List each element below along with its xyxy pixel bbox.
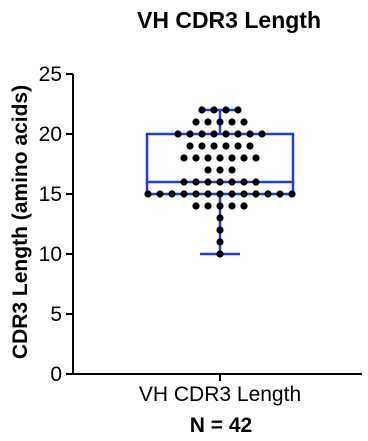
- data-point: [180, 178, 188, 186]
- data-point: [192, 202, 200, 210]
- data-point: [204, 166, 212, 174]
- data-point: [174, 130, 182, 138]
- axes: [72, 74, 362, 381]
- data-point: [180, 154, 188, 162]
- data-point: [192, 154, 200, 162]
- data-point: [222, 106, 230, 114]
- data-point: [210, 130, 218, 138]
- data-point: [252, 190, 260, 198]
- data-point: [240, 154, 248, 162]
- data-point: [216, 178, 224, 186]
- y-tick-label: 0: [50, 363, 62, 386]
- data-point: [198, 142, 206, 150]
- data-point: [192, 178, 200, 186]
- data-point: [198, 106, 206, 114]
- data-points: [144, 106, 296, 258]
- data-point: [228, 190, 236, 198]
- data-point: [240, 178, 248, 186]
- data-point: [258, 130, 266, 138]
- data-point: [204, 202, 212, 210]
- data-point: [210, 142, 218, 150]
- data-point: [228, 166, 236, 174]
- data-point: [204, 178, 212, 186]
- data-point: [198, 130, 206, 138]
- data-point: [264, 190, 272, 198]
- data-point: [252, 178, 260, 186]
- sample-size-label: N = 42: [190, 414, 252, 437]
- data-point: [222, 130, 230, 138]
- data-point: [216, 226, 224, 234]
- data-point: [276, 190, 284, 198]
- y-axis-label: CDR3 Length (amino acids): [9, 85, 32, 359]
- data-point: [228, 202, 236, 210]
- data-point: [288, 190, 296, 198]
- data-point: [234, 142, 242, 150]
- data-point: [228, 154, 236, 162]
- data-point: [168, 190, 176, 198]
- y-tick-label: 15: [39, 183, 62, 206]
- data-point: [192, 118, 200, 126]
- y-tick-label: 5: [50, 303, 62, 326]
- data-point: [204, 154, 212, 162]
- data-point: [228, 178, 236, 186]
- data-point: [246, 130, 254, 138]
- data-point: [216, 166, 224, 174]
- data-point: [186, 130, 194, 138]
- data-point: [156, 190, 164, 198]
- data-point: [216, 250, 224, 258]
- data-point: [186, 142, 194, 150]
- data-point: [204, 190, 212, 198]
- data-point: [216, 214, 224, 222]
- y-tick-label: 25: [39, 63, 62, 86]
- data-point: [234, 130, 242, 138]
- data-point: [216, 190, 224, 198]
- data-point: [216, 238, 224, 246]
- y-ticks: 0 5 10 15 20 25: [39, 63, 73, 386]
- data-point: [240, 202, 248, 210]
- data-point: [210, 106, 218, 114]
- data-point: [180, 190, 188, 198]
- data-point: [204, 118, 212, 126]
- chart-title: VH CDR3 Length: [137, 7, 321, 33]
- data-point: [252, 154, 260, 162]
- data-point: [246, 142, 254, 150]
- data-point: [216, 202, 224, 210]
- data-point: [216, 154, 224, 162]
- y-tick-label: 10: [39, 243, 62, 266]
- data-point: [216, 118, 224, 126]
- category-label: VH CDR3 Length: [139, 383, 301, 406]
- data-point: [228, 118, 236, 126]
- data-point: [222, 142, 230, 150]
- data-point: [240, 118, 248, 126]
- data-point: [234, 106, 242, 114]
- data-point: [144, 190, 152, 198]
- data-point: [192, 190, 200, 198]
- data-point: [240, 190, 248, 198]
- y-tick-label: 20: [39, 123, 62, 146]
